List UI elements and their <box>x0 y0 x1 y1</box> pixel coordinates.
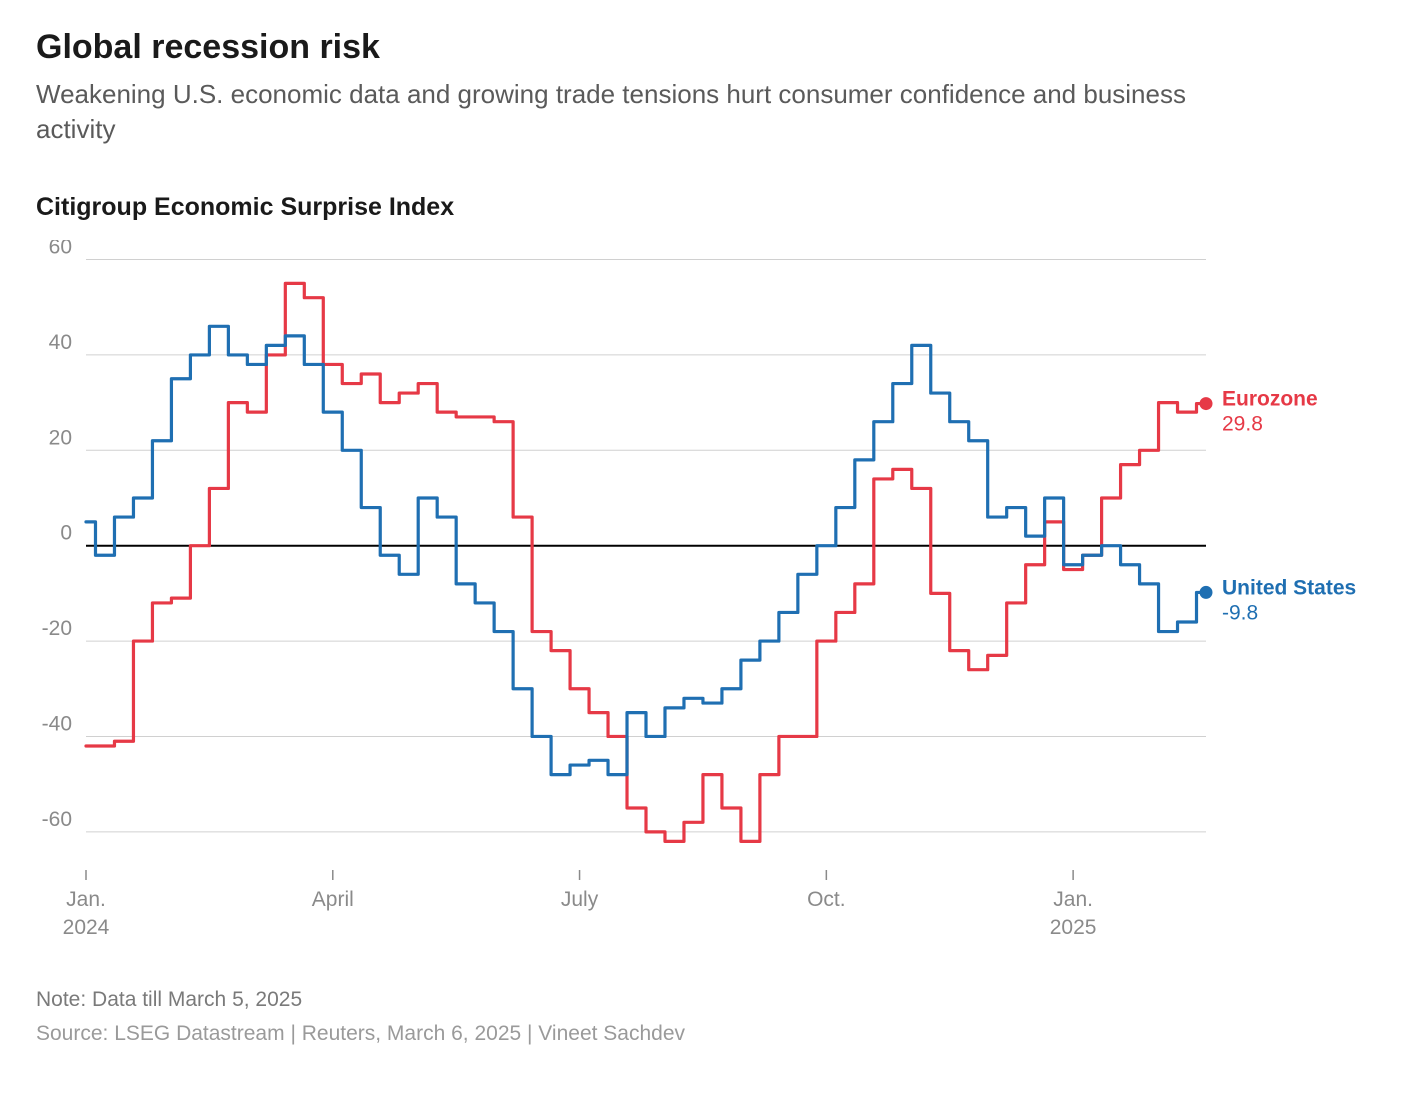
series-label: Eurozone <box>1222 388 1318 411</box>
series-end-marker <box>1200 397 1213 410</box>
line-chart: -60 -40 -20 0 20 40 60 Jan. 2024 April July Oct. Jan… <box>36 240 1384 960</box>
y-axis-label: 60 <box>49 240 72 259</box>
x-axis-label: 2025 <box>1050 916 1097 939</box>
y-axis-label: 40 <box>49 331 72 354</box>
x-axis-label: Jan. <box>1053 888 1093 911</box>
y-axis-label: -60 <box>42 808 72 831</box>
page-title: Global recession risk <box>36 28 1384 67</box>
y-axis-label: -40 <box>42 713 72 736</box>
series-end-marker <box>1200 586 1213 599</box>
x-axis-label: 2024 <box>63 916 110 939</box>
x-axis-label: Jan. <box>66 888 106 911</box>
series-end-value: -9.8 <box>1222 602 1258 625</box>
chart-footer: Note: Data till March 5, 2025 Source: LS… <box>36 988 1384 1046</box>
series-end-value: 29.8 <box>1222 413 1263 436</box>
series-label: United States <box>1222 577 1356 600</box>
y-axis-label: 0 <box>60 522 72 545</box>
y-axis-label: -20 <box>42 617 72 640</box>
page-subtitle: Weakening U.S. economic data and growing… <box>36 77 1236 147</box>
series-line-eurozone <box>86 284 1206 842</box>
x-axis-label: July <box>561 888 599 911</box>
chart-note: Note: Data till March 5, 2025 <box>36 988 1384 1012</box>
page: Global recession risk Weakening U.S. eco… <box>0 0 1420 1106</box>
chart-title: Citigroup Economic Surprise Index <box>36 193 1384 222</box>
chart-source: Source: LSEG Datastream | Reuters, March… <box>36 1022 1384 1046</box>
y-axis-label: 20 <box>49 426 72 449</box>
series-line-united-states <box>86 326 1206 774</box>
x-axis-label: April <box>312 888 354 911</box>
chart-container: -60 -40 -20 0 20 40 60 Jan. 2024 April July Oct. Jan… <box>36 240 1384 960</box>
x-axis-label: Oct. <box>807 888 846 911</box>
